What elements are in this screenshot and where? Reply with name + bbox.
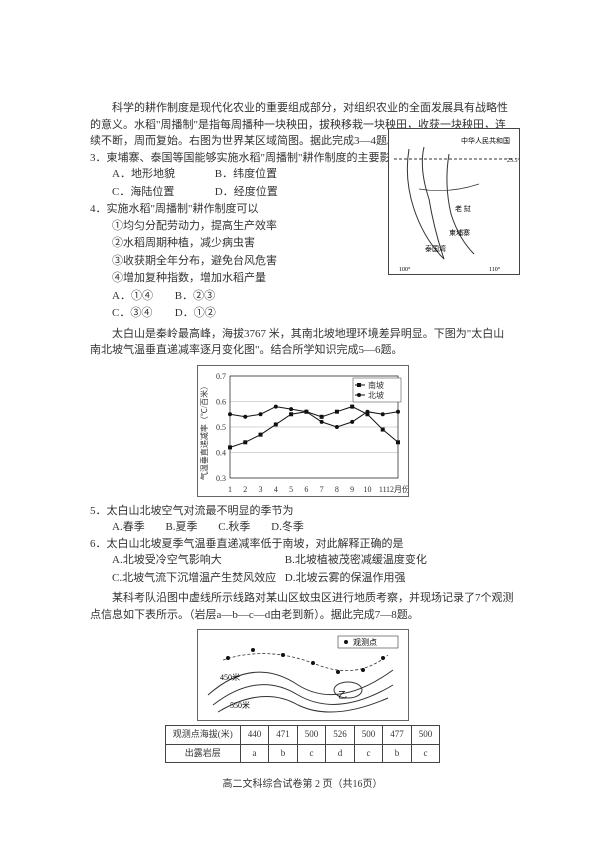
svg-text:23.5°: 23.5°: [507, 157, 519, 164]
svg-text:泰国湾: 泰国湾: [425, 244, 446, 253]
table-cell: c: [354, 744, 383, 763]
q6-stem: 6．太白山北坡夏季气温垂直递减率低于南坡，对此解释正确的是: [90, 536, 515, 553]
svg-text:0.6: 0.6: [216, 397, 226, 406]
table-cell: b: [383, 744, 412, 763]
svg-text:550米: 550米: [230, 700, 250, 710]
q4-opt-c: C．③④: [112, 305, 172, 322]
line-chart: 0.30.40.50.60.7123456789101112月份气温垂直递减率（…: [197, 365, 409, 497]
q5-opt-a: A.春季: [112, 519, 145, 536]
q6-opt-a: A.北坡受冷空气影响大: [112, 552, 282, 569]
q3-opt-a: A．地形地貌: [112, 166, 212, 183]
svg-text:0.4: 0.4: [216, 448, 226, 457]
q4-opt-d: D．①②: [175, 305, 235, 322]
table-cell: c: [411, 744, 440, 763]
table-cell: d: [326, 744, 355, 763]
svg-text:4: 4: [273, 485, 277, 494]
svg-text:8: 8: [334, 485, 338, 494]
q4-opt-b: B．②③: [175, 288, 235, 305]
svg-text:南坡: 南坡: [368, 380, 384, 390]
svg-text:气温垂直递减率（℃/百米）: 气温垂直递减率（℃/百米）: [199, 381, 209, 479]
table-cell: 471: [269, 726, 298, 745]
q6-opt-d: D.北坡云雾的保温作用强: [285, 572, 406, 584]
svg-text:5: 5: [289, 485, 293, 494]
q4-item-1: ①均匀分配劳动力，提高生产效率: [112, 218, 362, 235]
svg-text:北坡: 北坡: [368, 390, 384, 400]
svg-text:6: 6: [304, 485, 308, 494]
svg-text:乙: 乙: [338, 690, 347, 700]
q3-opt-c: C．海陆位置: [112, 184, 212, 201]
table-cell: 526: [326, 726, 355, 745]
q3-opt-b: B．纬度位置: [215, 168, 277, 180]
q6-opt-b: B.北坡植被茂密减缓温度变化: [285, 554, 427, 566]
table-cell: 500: [411, 726, 440, 745]
table-cell: b: [269, 744, 298, 763]
svg-text:100°: 100°: [399, 266, 411, 273]
svg-text:450米: 450米: [220, 672, 240, 682]
svg-text:110°: 110°: [489, 266, 501, 273]
svg-text:观测点: 观测点: [353, 638, 377, 647]
table-cell: 出露岩层: [165, 744, 240, 763]
map-label-china: 中华人民共和国: [461, 136, 510, 145]
svg-text:12月份: 12月份: [386, 484, 408, 494]
page-footer: 高二文科综合试卷第 2 页（共16页）: [90, 777, 515, 792]
contour-figure: 450米 550米 观测点 乙: [197, 629, 409, 721]
q5-stem: 5．太白山北坡空气对流最不明显的季节为: [90, 503, 515, 520]
table-cell: a: [240, 744, 269, 763]
q6-opt-c: C.北坡气流下沉增温产生焚风效应: [112, 570, 282, 587]
observation-table: 观测点海拔(米)440471500526500477500 出露岩层abcdcb…: [165, 725, 441, 763]
q4-item-4: ④增加复种指数，增加水稻产量: [112, 270, 362, 287]
table-cell: 477: [383, 726, 412, 745]
q5-opt-d: D.冬季: [271, 519, 304, 536]
table-cell: 440: [240, 726, 269, 745]
svg-text:9: 9: [350, 485, 354, 494]
q5-opt-b: B.夏季: [165, 519, 197, 536]
svg-text:3: 3: [258, 485, 262, 494]
table-cell: 500: [297, 726, 326, 745]
svg-text:柬埔寨: 柬埔寨: [449, 228, 470, 237]
map-figure: 中华人民共和国 23.5° 老 挝 柬埔寨 泰国湾 100° 110°: [388, 128, 520, 275]
svg-text:0.5: 0.5: [216, 423, 226, 432]
q4-item-3: ③收获期全年分布，避免台风危害: [112, 253, 362, 270]
q3-opt-d: D．经度位置: [215, 186, 278, 198]
svg-text:2: 2: [243, 485, 247, 494]
svg-text:老 挝: 老 挝: [455, 204, 471, 213]
svg-text:7: 7: [319, 485, 323, 494]
intro2-text: 太白山是秦岭最高峰，海拔3767 米，其南北坡地理环境差异明显。下图为"太白山南…: [90, 326, 515, 359]
q5-opt-c: C.秋季: [218, 519, 250, 536]
svg-text:0.7: 0.7: [216, 372, 226, 381]
intro3-text: 某科考队沿图中虚线所示线路对某山区蚊虫区进行地质考察，并现场记录了7个观测点信息…: [90, 590, 515, 623]
svg-text:10: 10: [363, 485, 371, 494]
table-cell: 观测点海拔(米): [165, 726, 240, 745]
svg-text:0.3: 0.3: [216, 474, 226, 483]
table-cell: c: [297, 744, 326, 763]
q4-opt-a: A．①④: [112, 288, 172, 305]
svg-text:1: 1: [228, 485, 232, 494]
table-cell: 500: [354, 726, 383, 745]
q4-item-2: ②水稻周期种植，减少病虫害: [112, 235, 362, 252]
